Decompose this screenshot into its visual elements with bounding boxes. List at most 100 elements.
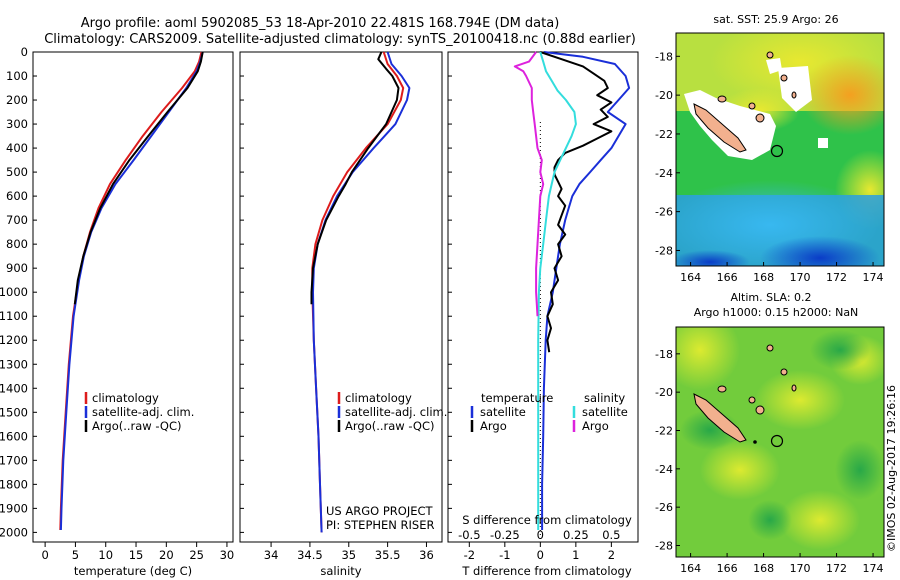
depth-tick-label: 600 [6, 189, 28, 203]
temperature-xlabel: temperature (deg C) [74, 564, 192, 578]
x-tick-label: 34 [264, 548, 279, 562]
lon-tick-label: 170 [790, 562, 811, 575]
temperature-legend: climatology satellite-adj. clim. Argo(..… [84, 391, 194, 433]
depth-tick-label: 800 [6, 237, 28, 251]
x-top-tick-label: -0.25 [490, 528, 520, 542]
sla-map-frame [675, 326, 885, 558]
lon-tick-label: 170 [790, 271, 811, 284]
depth-tick-label: 1100 [0, 309, 28, 323]
x-tick-label: 1 [572, 548, 579, 562]
imos-credit: ©IMOS 02-Aug-2017 19:26:16 [885, 385, 898, 552]
lat-tick-label: -18 [655, 348, 673, 361]
x-tick-label: 10 [98, 548, 113, 562]
lat-tick-label: -28 [655, 244, 673, 257]
depth-tick-label: 1800 [0, 477, 28, 491]
depth-axis: 0 100 200 300 400 500 600 700 800 900 1000 1100 1200… [0, 45, 452, 539]
x-tick-label: 30 [220, 548, 235, 562]
lon-tick-label: 168 [753, 271, 774, 284]
sla-map-title: Altim. SLA: 0.2 [730, 291, 811, 304]
series-argo-raw-qc [310, 51, 400, 305]
series-temperature-argo [539, 51, 613, 353]
sst-map-axes: 164 166 168 170 172 174 -18 -20 -22 -24 -26 -28 [655, 50, 884, 284]
sst-float-marker [770, 144, 784, 158]
depth-tick-label: 1900 [0, 501, 28, 515]
lat-tick-label: -22 [655, 128, 673, 141]
temperature-panel-frame [32, 51, 234, 543]
legend-argo: Argo(..raw -QC) [345, 419, 435, 433]
series-salinity-argo [513, 51, 545, 317]
x-tick-label: 0 [41, 548, 48, 562]
legend-t-argo: Argo [480, 419, 507, 433]
sla-float-marker [770, 434, 784, 448]
depth-tick-label: 1300 [0, 357, 28, 371]
lat-tick-label: -26 [655, 501, 673, 514]
legend-s-argo: Argo [582, 419, 609, 433]
legend-s-satellite: satellite [582, 405, 628, 419]
legend-climatology: climatology [92, 391, 159, 405]
lon-tick-label: 166 [717, 271, 738, 284]
legend-satellite-adj: satellite-adj. clim. [92, 405, 194, 419]
depth-tick-label: 300 [6, 117, 28, 131]
x-tick-label: 25 [189, 548, 204, 562]
lat-tick-label: -28 [655, 540, 673, 553]
legend-satellite-adj: satellite-adj. clim. [345, 405, 447, 419]
sst-map-frame [675, 32, 885, 267]
depth-tick-label: 1000 [0, 285, 28, 299]
lat-tick-label: -22 [655, 425, 673, 438]
sla-map-axes: 164 166 168 170 172 174 -18 -20 -22 -24 -26 -28 [655, 348, 884, 575]
x-tick-label: 0 [537, 548, 544, 562]
depth-tick-label: 1200 [0, 333, 28, 347]
lon-tick-label: 168 [753, 562, 774, 575]
sla-map-subtitle: Argo h1000: 0.15 h2000: NaN [694, 306, 859, 319]
salinity-legend: climatology satellite-adj. clim. Argo(..… [326, 391, 447, 532]
x-tick-label: 20 [159, 548, 174, 562]
x-tick-label: 35 [341, 548, 356, 562]
lon-tick-label: 164 [680, 562, 701, 575]
sst-map-title: sat. SST: 25.9 Argo: 26 [713, 13, 838, 26]
depth-tick-label: 1600 [0, 429, 28, 443]
lat-tick-label: -20 [655, 386, 673, 399]
x-tick-label: -2 [464, 548, 475, 562]
s-difference-xlabel: S difference from climatology [462, 513, 632, 527]
pi-annotation: PI: STEPHEN RISER [326, 518, 435, 532]
lon-tick-label: 172 [826, 562, 847, 575]
depth-tick-label: 700 [6, 213, 28, 227]
lat-tick-label: -20 [655, 89, 673, 102]
lat-tick-label: -24 [655, 167, 673, 180]
series-temperature-satellite [541, 51, 631, 530]
series-climatology [59, 51, 203, 531]
legend-climatology: climatology [345, 391, 412, 405]
difference-legend: temperature satellite Argo salinity sate… [470, 391, 628, 433]
series-argo-raw-qc [73, 51, 204, 305]
depth-tick-label: 200 [6, 93, 28, 107]
depth-tick-label: 0 [21, 45, 28, 59]
sla-map-field [676, 327, 884, 557]
project-annotation: US ARGO PROJECT [326, 504, 434, 518]
lon-tick-label: 164 [680, 271, 701, 284]
x-tick-label: 35.5 [375, 548, 401, 562]
legend-argo: Argo(..raw -QC) [92, 419, 182, 433]
legend-temperature-heading: temperature [481, 391, 553, 405]
x-tick-label: 36 [419, 548, 434, 562]
depth-tick-label: 1700 [0, 453, 28, 467]
lon-tick-label: 174 [863, 271, 884, 284]
sst-map-field [676, 33, 884, 266]
series-satellite-adj-clim [312, 51, 411, 533]
salinity-panel-frame [239, 51, 443, 543]
salinity-panel: 34 34.5 35 35.5 36 [264, 51, 434, 562]
x-tick-label: 34.5 [297, 548, 323, 562]
depth-tick-label: 500 [6, 165, 28, 179]
lat-tick-label: -18 [655, 50, 673, 63]
temperature-panel: 0 5 10 15 20 25 30 [41, 51, 235, 562]
series-salinity-satellite [537, 51, 577, 530]
lon-tick-label: 174 [863, 562, 884, 575]
lat-tick-label: -26 [655, 206, 673, 219]
lon-tick-label: 166 [717, 562, 738, 575]
salinity-xlabel: salinity [320, 564, 361, 578]
figure-title-line2: Climatology: CARS2009. Satellite-adjuste… [44, 32, 636, 47]
series-climatology [311, 51, 405, 533]
x-tick-label: 15 [129, 548, 144, 562]
depth-tick-label: 1500 [0, 405, 28, 419]
